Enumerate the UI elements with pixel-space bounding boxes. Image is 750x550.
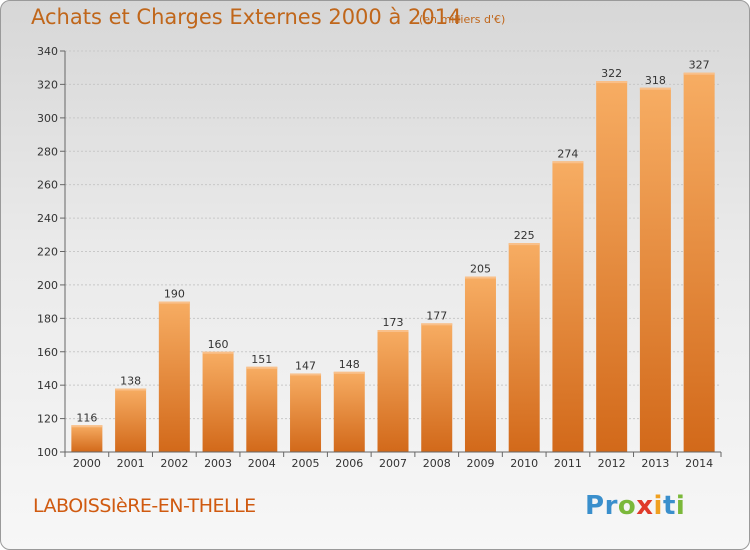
y-tick-label: 240	[37, 212, 58, 225]
bar	[683, 72, 715, 453]
chart-title: Achats et Charges Externes 2000 à 2014	[31, 5, 462, 29]
bar	[290, 373, 322, 452]
commune-name: LABOISSIèRE-EN-THELLE	[33, 495, 256, 517]
bar-value-label: 116	[76, 411, 97, 424]
x-tick-label: 2009	[466, 457, 494, 470]
y-tick-label: 200	[37, 279, 58, 292]
y-tick-label: 320	[37, 78, 58, 91]
bar	[202, 351, 234, 452]
bars: 116 138 190 160 151 147 148 173 177 205 225 274 322 3…	[71, 59, 715, 453]
logo-letter: x	[636, 491, 654, 521]
bar-value-label: 173	[383, 316, 404, 329]
bar	[464, 276, 496, 452]
y-tick-label: 120	[37, 413, 58, 426]
logo-letter: t	[662, 491, 676, 521]
bar	[421, 323, 453, 452]
bar	[246, 366, 278, 452]
y-tick-label: 280	[37, 145, 58, 158]
bar-value-label: 138	[120, 375, 141, 388]
x-tick-label: 2010	[510, 457, 538, 470]
bar	[71, 425, 103, 452]
logo-letter: P	[585, 491, 605, 521]
bar-value-label: 160	[208, 338, 229, 351]
x-tick-label: 2005	[292, 457, 320, 470]
y-tick-label: 100	[37, 446, 58, 459]
bar-value-label: 225	[514, 229, 535, 242]
x-tick-label: 2012	[598, 457, 626, 470]
x-tick-label: 2003	[204, 457, 232, 470]
bar-highlight	[290, 373, 322, 376]
bar	[377, 330, 409, 452]
bar-highlight	[246, 366, 278, 369]
bar	[639, 87, 671, 452]
x-axis: 2000 2001 2002 2003 2004 2005 2006 2007 2008 2009…	[64, 451, 722, 470]
bar-value-label: 205	[470, 263, 491, 276]
bar-highlight	[158, 301, 190, 304]
bar-highlight	[639, 87, 671, 90]
bar	[508, 243, 540, 452]
y-tick-label: 300	[37, 112, 58, 125]
bar-value-label: 327	[689, 59, 710, 72]
logo-letter: r	[604, 491, 618, 521]
bar	[158, 301, 190, 452]
bar-value-label: 318	[645, 74, 666, 87]
x-tick-label: 2004	[248, 457, 276, 470]
bar-highlight	[508, 243, 540, 246]
bar	[115, 388, 147, 452]
x-tick-label: 2002	[160, 457, 188, 470]
proxiti-logo: Proxiti	[585, 491, 685, 521]
bar-highlight	[596, 81, 628, 84]
logo-letter: i	[675, 491, 686, 521]
bar-highlight	[71, 425, 103, 428]
bar-highlight	[552, 161, 584, 164]
bar	[596, 81, 628, 452]
bar-value-label: 322	[601, 67, 622, 80]
y-tick-label: 160	[37, 346, 58, 359]
bar-value-label: 151	[251, 353, 272, 366]
y-tick-label: 180	[37, 312, 58, 325]
y-tick-label: 260	[37, 179, 58, 192]
bar-value-label: 148	[339, 358, 360, 371]
x-tick-label: 2013	[641, 457, 669, 470]
bar-highlight	[377, 330, 409, 333]
bar-highlight	[202, 351, 234, 354]
x-tick-label: 2001	[117, 457, 145, 470]
bar-value-label: 274	[557, 147, 578, 160]
bar-value-label: 190	[164, 288, 185, 301]
bar-value-label: 177	[426, 309, 447, 322]
y-tick-label: 220	[37, 246, 58, 259]
x-tick-label: 2014	[685, 457, 713, 470]
x-tick-label: 2000	[73, 457, 101, 470]
bar-highlight	[333, 371, 365, 374]
bar-highlight	[683, 72, 715, 75]
bar-highlight	[421, 323, 453, 326]
x-tick-label: 2007	[379, 457, 407, 470]
y-tick-label: 140	[37, 379, 58, 392]
bar-value-label: 147	[295, 359, 316, 372]
bar-highlight	[464, 276, 496, 279]
bar	[333, 371, 365, 452]
bar	[552, 161, 584, 452]
x-tick-label: 2008	[423, 457, 451, 470]
logo-letter: o	[617, 491, 637, 521]
chart-subtitle: (en milliers d'€)	[419, 13, 506, 26]
x-tick-label: 2011	[554, 457, 582, 470]
y-tick-label: 340	[37, 45, 58, 58]
logo-letter: i	[653, 491, 663, 521]
bar-highlight	[115, 388, 147, 391]
x-tick-label: 2006	[335, 457, 363, 470]
y-axis: 100 120 140 160 180 200 220 240 260 280 300 320 340	[37, 45, 66, 459]
